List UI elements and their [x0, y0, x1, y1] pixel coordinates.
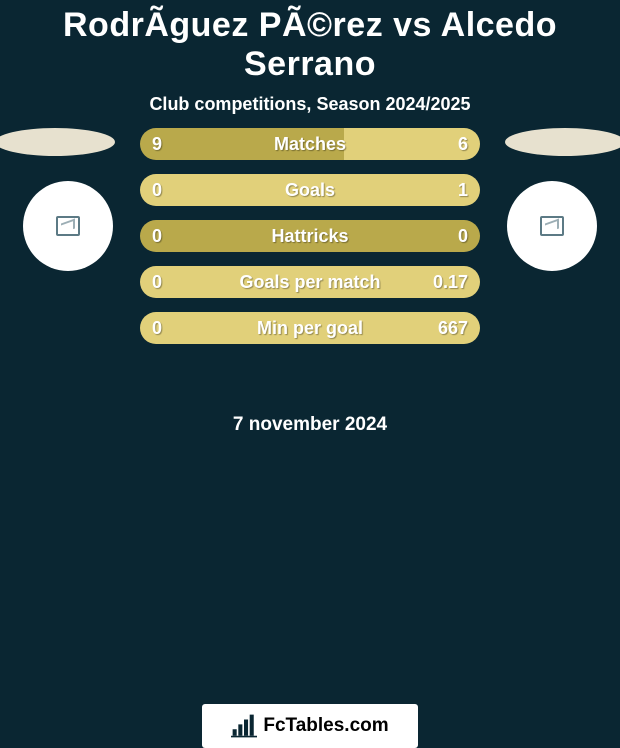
stat-label: Hattricks [140, 220, 480, 252]
stat-label: Goals per match [140, 266, 480, 298]
player-right-avatar [507, 181, 597, 271]
stat-row: 0 Hattricks 0 [140, 220, 480, 252]
brand-label: FcTables.com [263, 715, 388, 737]
stats-container: 9 Matches 6 0 Goals 1 0 Hattricks 0 0 Go… [140, 128, 480, 358]
player-left-tag [0, 128, 115, 156]
stat-right-value: 1 [458, 174, 468, 206]
page-title: RodrÃ­guez PÃ©rez vs Alcedo Serrano [0, 6, 620, 84]
stat-right-value: 0.17 [433, 266, 468, 298]
stat-row: 0 Goals 1 [140, 174, 480, 206]
player-left-avatar [23, 181, 113, 271]
stat-label: Min per goal [140, 312, 480, 344]
stat-right-value: 6 [458, 128, 468, 160]
stat-right-value: 667 [438, 312, 468, 344]
bar-chart-icon [231, 714, 257, 738]
stat-label: Matches [140, 128, 480, 160]
stat-right-value: 0 [458, 220, 468, 252]
brand-badge[interactable]: FcTables.com [202, 704, 418, 748]
image-placeholder-icon [540, 216, 564, 236]
page-subtitle: Club competitions, Season 2024/2025 [0, 94, 620, 115]
player-right-tag [505, 128, 620, 156]
stat-row: 0 Goals per match 0.17 [140, 266, 480, 298]
stat-row: 9 Matches 6 [140, 128, 480, 160]
image-placeholder-icon [56, 216, 80, 236]
stat-label: Goals [140, 174, 480, 206]
stat-row: 0 Min per goal 667 [140, 312, 480, 344]
footer-date: 7 november 2024 [0, 414, 620, 436]
